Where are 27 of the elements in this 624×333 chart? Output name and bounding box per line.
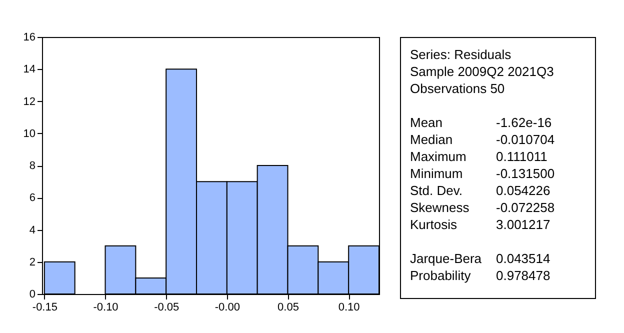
y-tick-label: 6 <box>29 192 36 204</box>
y-tick-label: 0 <box>29 288 36 300</box>
text: Median -0.010704 <box>410 132 555 147</box>
y-tick-label: 4 <box>29 224 36 236</box>
x-tick-label: -0.00 <box>214 302 240 314</box>
y-tick-label: 10 <box>23 128 36 140</box>
x-tick-label: -0.10 <box>93 302 118 314</box>
y-tick-label: 2 <box>29 256 36 268</box>
y-tick-label: 14 <box>23 64 36 76</box>
x-tick-label: -0.05 <box>154 302 180 314</box>
text: Skewness -0.072258 <box>410 200 555 215</box>
x-tick-label: 0.05 <box>278 302 299 314</box>
y-tick-label: 12 <box>23 96 36 108</box>
text: Series: Residuals <box>410 47 512 62</box>
text: Jarque-Bera 0.043514 <box>410 251 550 266</box>
text: Std. Dev. 0.054226 <box>410 183 550 198</box>
text: Minimum -0.131500 <box>410 166 555 181</box>
y-tick-label: 16 <box>23 32 36 44</box>
text: Probability 0.978478 <box>410 268 550 283</box>
x-tick-label: 0.10 <box>338 302 360 314</box>
text: Mean -1.62e-16 <box>410 115 552 130</box>
text: Maximum 0.111011 <box>410 149 548 164</box>
text: Sample 2009Q2 2021Q3 <box>410 64 554 79</box>
y-tick-label: 8 <box>29 160 36 172</box>
text: Kurtosis 3.001217 <box>410 217 550 232</box>
text: Observations 50 <box>410 81 505 96</box>
x-tick-label: -0.15 <box>32 302 58 314</box>
